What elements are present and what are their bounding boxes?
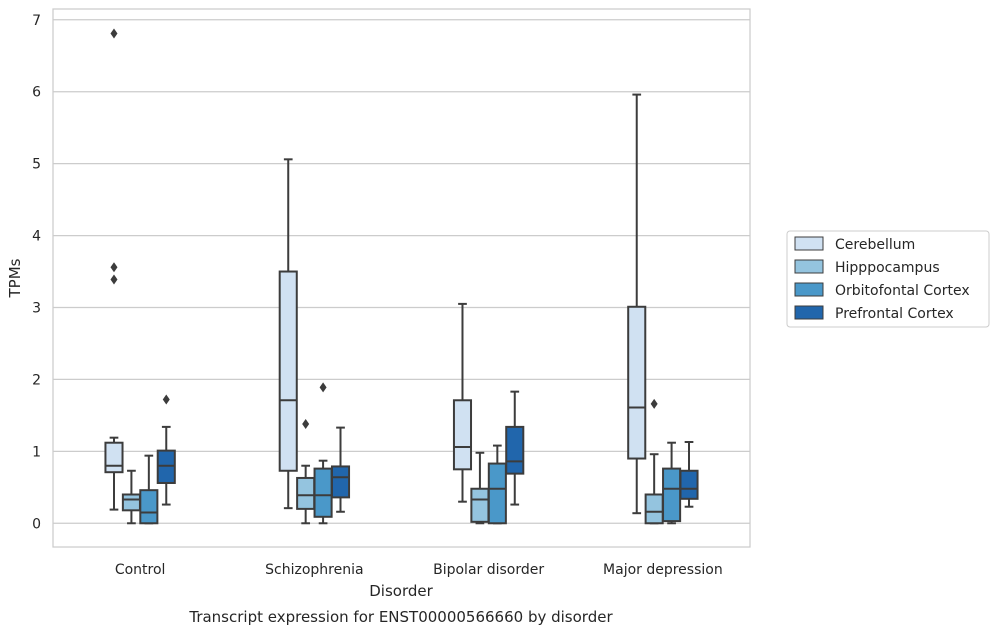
y-tick-label: 6 bbox=[32, 85, 41, 101]
box-prefrontal-cortex-0 bbox=[156, 394, 176, 506]
x-tick-labels: Control Schizophrenia Bipolar disorder Majo… bbox=[115, 562, 723, 578]
y-axis-label: TPMs bbox=[6, 258, 24, 298]
box-prefrontal-cortex-2 bbox=[505, 390, 525, 506]
legend-label: Prefrontal Cortex bbox=[835, 306, 954, 322]
legend-swatch bbox=[794, 259, 824, 274]
y-tick-label: 7 bbox=[32, 13, 41, 29]
outlier-point bbox=[162, 394, 170, 405]
legend-label: Orbitofontal Cortex bbox=[835, 283, 970, 299]
box-prefrontal-cortex-3 bbox=[679, 440, 699, 508]
box-iqr bbox=[627, 305, 647, 460]
box-iqr bbox=[313, 467, 333, 518]
y-tick-label: 0 bbox=[32, 516, 41, 532]
legend-swatch bbox=[794, 282, 824, 297]
box-iqr bbox=[139, 489, 159, 525]
legend-frame bbox=[786, 230, 990, 328]
outlier-point bbox=[650, 398, 658, 409]
box-iqr bbox=[330, 465, 351, 499]
y-tick-labels: 0 1 2 3 4 5 6 7 bbox=[32, 13, 41, 532]
boxes bbox=[104, 28, 699, 525]
x-tick-label: Bipolar disorder bbox=[433, 562, 544, 578]
x-tick-label: Schizophrenia bbox=[265, 562, 363, 578]
legend-swatch bbox=[794, 236, 824, 251]
outlier-point bbox=[110, 28, 118, 39]
box-prefrontal-cortex-1 bbox=[330, 426, 351, 513]
legend-label: Cerebellum bbox=[835, 237, 915, 253]
box-iqr bbox=[644, 493, 664, 525]
outlier-point bbox=[302, 419, 310, 430]
box-iqr bbox=[505, 425, 525, 475]
box-iqr bbox=[487, 462, 507, 525]
x-axis-label: Disorder bbox=[369, 582, 433, 600]
box-orbitofontal-cortex-3 bbox=[662, 441, 682, 525]
box-cerebellum-2 bbox=[452, 302, 473, 503]
box-orbitofontal-cortex-2 bbox=[487, 444, 507, 525]
box-iqr bbox=[121, 493, 141, 512]
box-iqr bbox=[452, 399, 473, 471]
legend-label: Hipppocampus bbox=[835, 260, 940, 276]
y-tick-label: 1 bbox=[32, 444, 41, 460]
box-orbitofontal-cortex-1 bbox=[313, 382, 333, 525]
y-tick-label: 4 bbox=[32, 229, 41, 245]
outlier-point bbox=[110, 274, 118, 285]
legend-swatch bbox=[794, 305, 824, 320]
box-iqr bbox=[296, 476, 316, 510]
box-hipppocampus-1 bbox=[296, 419, 316, 525]
outlier-point bbox=[110, 262, 118, 273]
box-iqr bbox=[679, 469, 699, 500]
box-cerebellum-0 bbox=[104, 28, 124, 511]
box-cerebellum-1 bbox=[278, 158, 298, 510]
y-tick-label: 2 bbox=[32, 372, 41, 388]
y-tick-label: 5 bbox=[32, 157, 41, 173]
box-iqr bbox=[662, 467, 682, 523]
y-tick-label: 3 bbox=[32, 300, 41, 316]
legend: Cerebellum Hipppocampus Orbitofontal Corte… bbox=[786, 230, 990, 328]
outlier-point bbox=[319, 382, 327, 393]
chart-caption: Transcript expression for ENST0000056666… bbox=[188, 608, 613, 626]
box-hipppocampus-0 bbox=[121, 469, 141, 525]
x-tick-label: Control bbox=[115, 562, 166, 578]
box-iqr bbox=[104, 441, 124, 474]
box-iqr bbox=[278, 270, 298, 472]
box-cerebellum-3 bbox=[627, 93, 647, 515]
x-tick-label: Major depression bbox=[603, 562, 723, 578]
box-iqr bbox=[470, 487, 490, 523]
plot-frame bbox=[52, 8, 751, 548]
box-hipppocampus-3 bbox=[644, 398, 664, 525]
box-hipppocampus-2 bbox=[470, 451, 490, 525]
box-orbitofontal-cortex-0 bbox=[139, 454, 159, 525]
box-iqr bbox=[156, 449, 176, 484]
